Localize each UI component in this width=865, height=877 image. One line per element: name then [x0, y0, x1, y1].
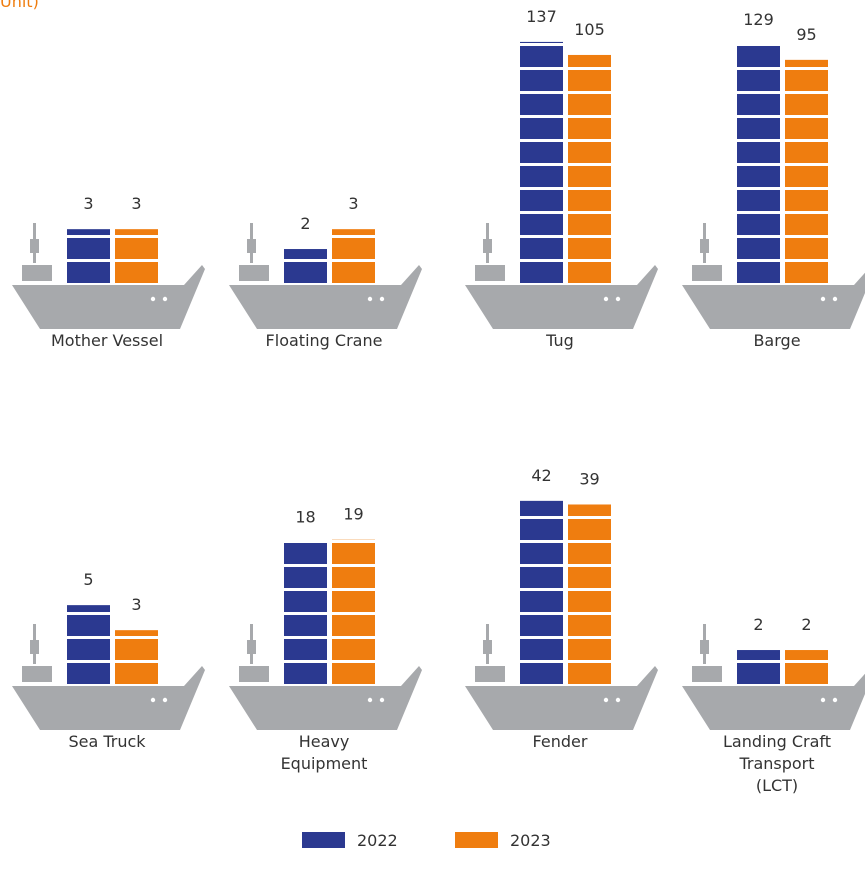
category-label: Landing Craft Transport (LCT): [718, 731, 836, 797]
category-label: Barge: [718, 330, 836, 352]
bar: [785, 60, 828, 283]
value-label: 95: [796, 25, 816, 44]
ship-dot: [616, 698, 620, 702]
bar: [332, 229, 375, 283]
ship-dot: [616, 297, 620, 301]
ship-dot: [151, 698, 155, 702]
value-label: 2: [753, 615, 763, 634]
value-label: 3: [83, 194, 93, 213]
bar: [520, 501, 563, 684]
category-label: Mother Vessel: [48, 330, 166, 352]
bar: [568, 504, 611, 684]
ship-dot: [380, 297, 384, 301]
legend-swatch: [455, 832, 498, 848]
value-label: 3: [348, 194, 358, 213]
ship-dot: [821, 698, 825, 702]
value-label: 3: [131, 595, 141, 614]
category-label: Sea Truck: [48, 731, 166, 753]
ship-dot: [604, 297, 608, 301]
legend-label: 2023: [510, 831, 551, 850]
value-label: 18: [295, 507, 315, 526]
value-label: 137: [526, 7, 557, 26]
bar: [115, 229, 158, 283]
ship-dot: [368, 698, 372, 702]
bar: [737, 650, 780, 684]
legend-label: 2022: [357, 831, 398, 850]
bar: [568, 55, 611, 283]
category-label: Heavy Equipment: [265, 731, 383, 775]
bar: [785, 650, 828, 684]
ship-dot: [163, 297, 167, 301]
value-label: 39: [579, 469, 599, 488]
ship-dot: [368, 297, 372, 301]
ship-mast-box: [247, 640, 256, 654]
ship-dot: [380, 698, 384, 702]
ship-cabin: [22, 666, 52, 682]
value-label: 105: [574, 20, 605, 39]
ship-dot: [163, 698, 167, 702]
value-label: 2: [300, 214, 310, 233]
ship-mast-box: [30, 640, 39, 654]
ship-cabin: [475, 666, 505, 682]
category-label: Tug: [501, 330, 619, 352]
legend-swatch: [302, 832, 345, 848]
ship-mast-box: [247, 239, 256, 253]
value-label: 3: [131, 194, 141, 213]
ship-mast-box: [30, 239, 39, 253]
ship-mast-box: [700, 239, 709, 253]
bar: [332, 540, 375, 684]
ship-dot: [151, 297, 155, 301]
ship-cabin: [239, 265, 269, 281]
ship-cabin: [692, 666, 722, 682]
ship-dot: [833, 698, 837, 702]
bar: [284, 249, 327, 283]
ship-mast-box: [483, 640, 492, 654]
ship-cabin: [22, 265, 52, 281]
bar: [520, 42, 563, 283]
ship-mast-box: [483, 239, 492, 253]
ship-cabin: [475, 265, 505, 281]
value-label: 2: [801, 615, 811, 634]
ship-dot: [833, 297, 837, 301]
ship-cabin: [239, 666, 269, 682]
bar: [737, 45, 780, 283]
ship-mast-box: [700, 640, 709, 654]
value-label: 129: [743, 10, 774, 29]
bar: [67, 229, 110, 283]
value-label: 42: [531, 466, 551, 485]
value-label: 19: [343, 505, 363, 524]
ship-dot: [604, 698, 608, 702]
ship-dot: [821, 297, 825, 301]
category-label: Floating Crane: [265, 330, 383, 352]
ship-cabin: [692, 265, 722, 281]
value-label: 5: [83, 570, 93, 589]
bar: [115, 630, 158, 684]
bar: [67, 605, 110, 684]
bar: [284, 542, 327, 684]
page: Unit) 3323137105129955318194239222022202…: [0, 0, 865, 877]
category-label: Fender: [501, 731, 619, 753]
